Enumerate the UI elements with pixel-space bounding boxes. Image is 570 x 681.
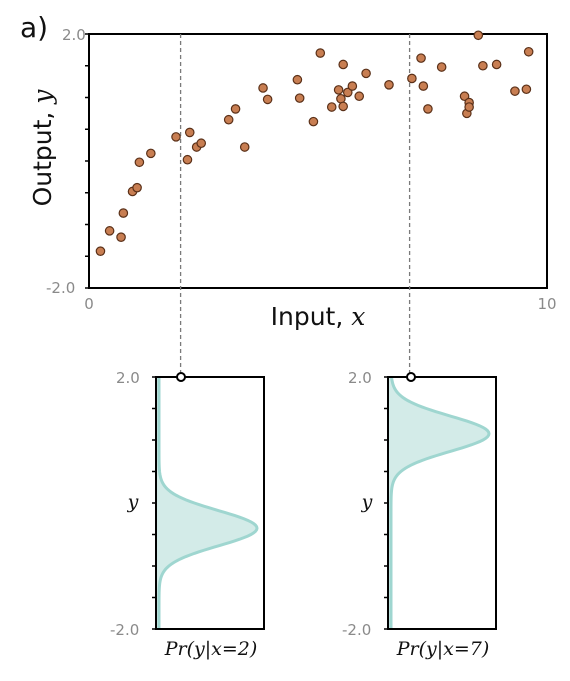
y-axis-variable: y bbox=[28, 89, 57, 105]
y-axis-title-text: Output, bbox=[28, 104, 57, 207]
data-point bbox=[116, 232, 126, 242]
dist-right-fill bbox=[389, 377, 489, 629]
y-tick-label-bottom: -2.0 bbox=[46, 279, 75, 297]
data-point bbox=[184, 127, 195, 138]
data-point bbox=[473, 30, 484, 41]
data-point bbox=[478, 60, 488, 71]
data-point bbox=[258, 83, 268, 93]
dist-left-y-top: 2.0 bbox=[116, 369, 140, 387]
data-point bbox=[308, 116, 319, 127]
x-axis-title-text: Input, bbox=[271, 302, 352, 331]
dist-right-curve bbox=[389, 376, 491, 629]
data-point bbox=[510, 86, 520, 96]
data-point bbox=[436, 62, 447, 72]
data-point bbox=[230, 104, 241, 114]
data-point bbox=[196, 138, 207, 149]
dist-right-ylabel: y bbox=[361, 491, 373, 513]
data-point bbox=[354, 91, 365, 102]
data-point bbox=[423, 104, 433, 114]
dist-left-marker bbox=[176, 372, 186, 382]
dist-right-y-top: 2.0 bbox=[348, 369, 372, 387]
data-point bbox=[223, 114, 234, 125]
data-point bbox=[338, 59, 348, 70]
data-point bbox=[347, 81, 358, 91]
dist-right-marker bbox=[406, 372, 416, 382]
data-point bbox=[292, 74, 303, 85]
data-point bbox=[239, 142, 250, 152]
data-point bbox=[523, 46, 534, 57]
data-point bbox=[521, 84, 532, 95]
data-point bbox=[104, 226, 115, 236]
data-point bbox=[146, 148, 156, 159]
dist-left-fill bbox=[157, 377, 257, 629]
data-point bbox=[182, 154, 193, 165]
dist-panel-right: 2.0 -2.0 y Pr(y|x=7) bbox=[342, 369, 497, 660]
scatter-y-ticks bbox=[85, 33, 89, 289]
dist-left-ticks bbox=[152, 376, 156, 630]
scatter-panel: 2.0 -2.0 0 10 Input, x Output, y bbox=[28, 26, 557, 377]
data-point bbox=[416, 53, 426, 63]
dist-left-ylabel: y bbox=[127, 491, 139, 513]
data-point bbox=[407, 73, 417, 84]
x-axis-variable: x bbox=[351, 302, 365, 331]
data-point bbox=[338, 101, 348, 112]
dist-right-title: Pr(y|x=7) bbox=[396, 638, 490, 660]
dist-left-title: Pr(y|x=2) bbox=[164, 638, 258, 660]
panel-label: a) bbox=[20, 11, 48, 44]
data-point bbox=[418, 81, 429, 91]
guide-lines bbox=[179, 34, 411, 377]
x-tick-label-left: 0 bbox=[84, 295, 94, 313]
data-point bbox=[262, 94, 273, 105]
dist-panel-left: 2.0 -2.0 y Pr(y|x=2) bbox=[110, 369, 265, 660]
dist-left-curve bbox=[157, 377, 259, 629]
y-axis-title: Output, y bbox=[28, 89, 57, 207]
data-point bbox=[384, 80, 394, 90]
data-point bbox=[464, 102, 474, 112]
data-point bbox=[294, 93, 305, 103]
data-point bbox=[342, 87, 353, 98]
data-point bbox=[95, 246, 106, 256]
x-axis-title: Input, x bbox=[271, 302, 366, 331]
dist-left-y-bottom: -2.0 bbox=[110, 621, 139, 639]
x-tick-label-right: 10 bbox=[537, 295, 556, 313]
data-point bbox=[326, 102, 337, 112]
data-point bbox=[491, 59, 502, 70]
y-tick-label-top: 2.0 bbox=[62, 26, 86, 44]
dist-right-ticks bbox=[384, 376, 388, 630]
scatter-frame bbox=[88, 33, 548, 289]
data-point bbox=[132, 182, 142, 193]
data-point bbox=[333, 85, 344, 95]
data-point bbox=[171, 132, 181, 142]
data-point bbox=[361, 68, 371, 79]
data-point bbox=[118, 208, 129, 218]
data-point bbox=[134, 157, 145, 168]
dist-right-y-bottom: -2.0 bbox=[342, 621, 371, 639]
scatter-points bbox=[95, 30, 534, 256]
data-point bbox=[315, 48, 326, 58]
data-point bbox=[459, 91, 470, 102]
